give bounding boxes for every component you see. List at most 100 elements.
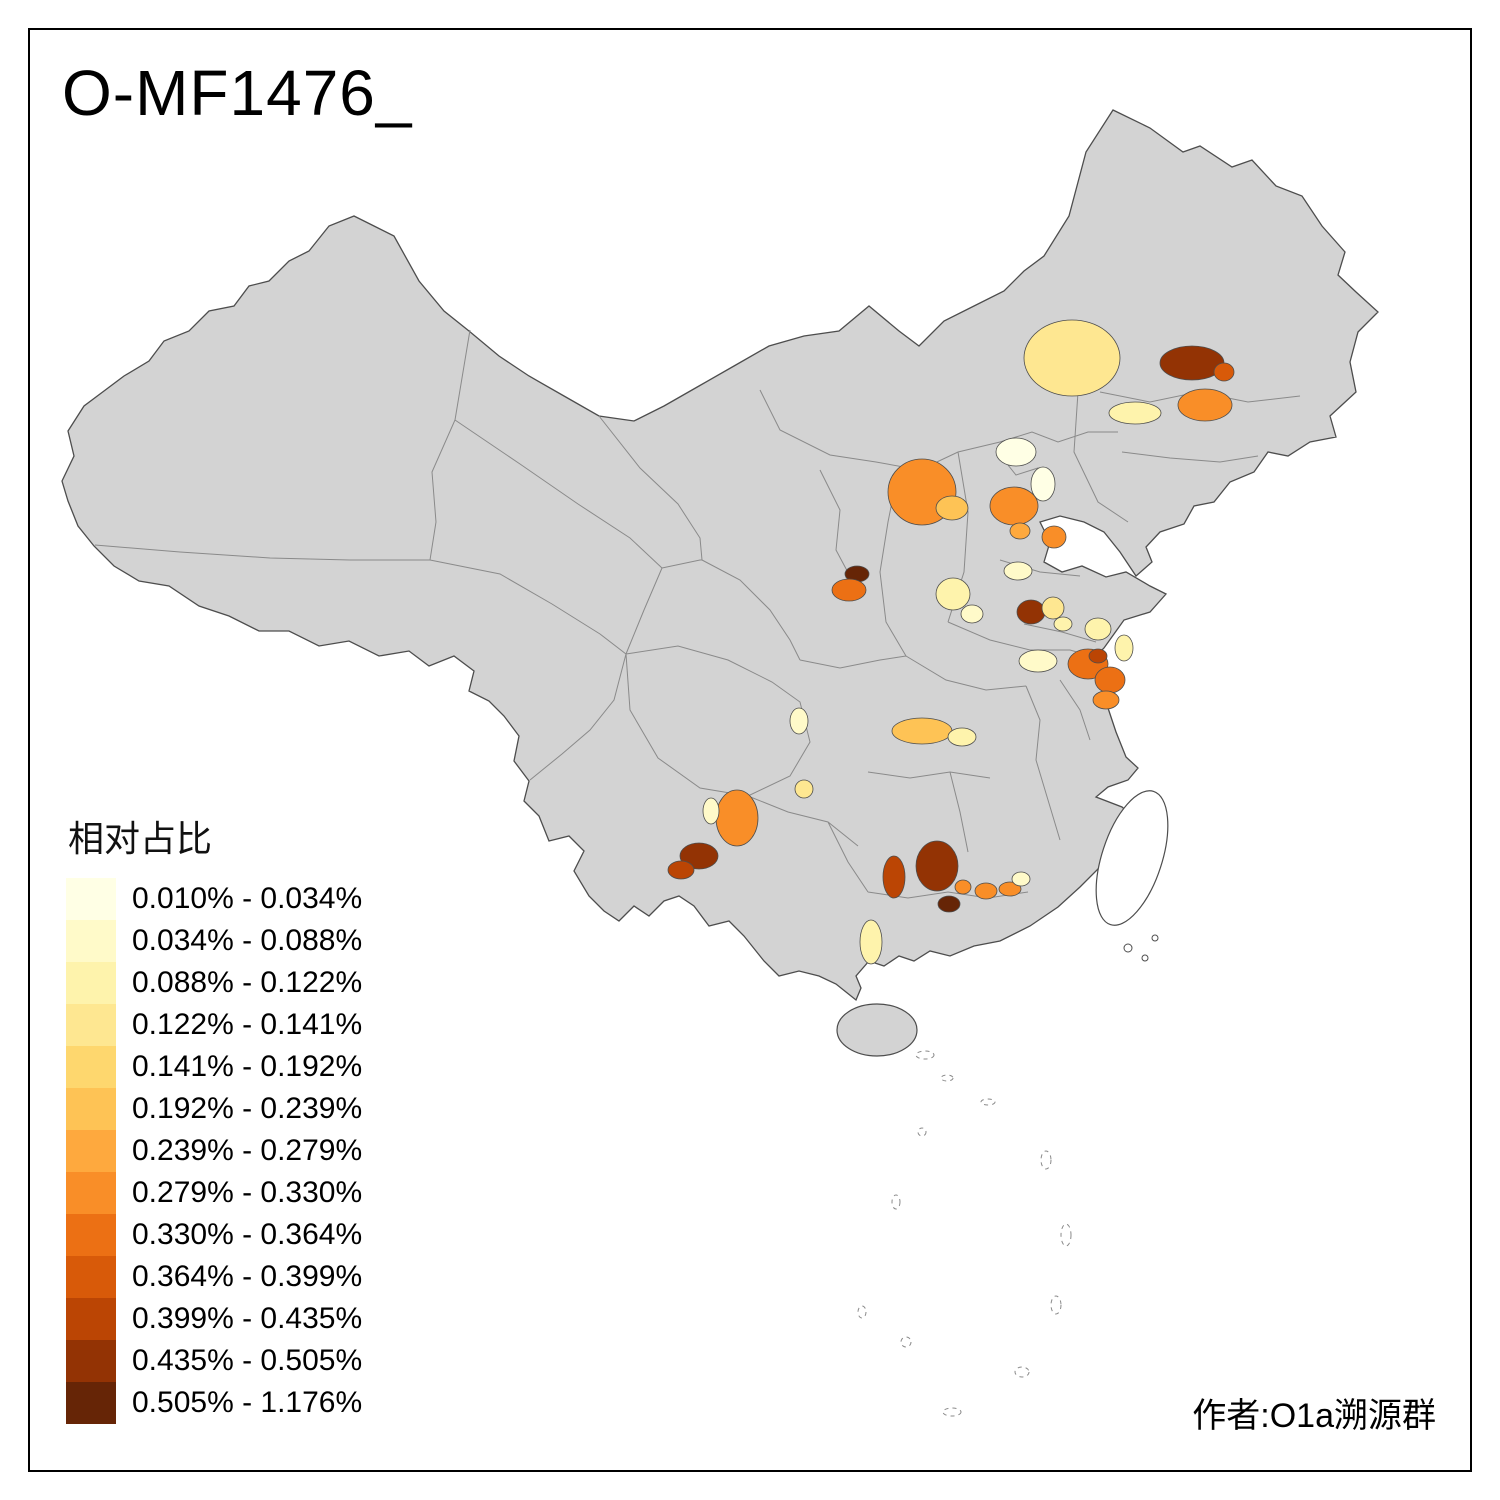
legend-label: 0.010% - 0.034% <box>132 882 363 915</box>
legend-label: 0.399% - 0.435% <box>132 1302 363 1335</box>
legend-row: 0.435% - 0.505% <box>66 1340 362 1382</box>
penghu-islet <box>1123 943 1133 953</box>
legend-label: 0.364% - 0.399% <box>132 1260 363 1293</box>
map-region <box>1213 362 1235 382</box>
sea-islet <box>940 1074 954 1082</box>
legend-label: 0.122% - 0.141% <box>132 1008 363 1041</box>
legend-rows: 0.010% - 0.034% 0.034% - 0.088% 0.088% - 0… <box>66 878 362 1424</box>
map-region <box>1041 596 1065 620</box>
legend-swatch <box>66 1004 116 1046</box>
legend-swatch <box>66 1340 116 1382</box>
map-region <box>974 882 998 900</box>
legend-label: 0.435% - 0.505% <box>132 1344 363 1377</box>
legend-swatch <box>66 1256 116 1298</box>
map-region <box>998 881 1022 897</box>
figure-title: O-MF1476_ <box>62 57 413 129</box>
legend-swatch <box>66 920 116 962</box>
sea-islet <box>942 1407 962 1417</box>
map-region <box>882 855 906 899</box>
map-region <box>1041 525 1067 549</box>
legend-swatch <box>66 1130 116 1172</box>
map-region <box>1088 648 1108 664</box>
map-region <box>1011 871 1031 887</box>
map-region <box>891 717 953 745</box>
map-region <box>1094 666 1126 694</box>
map-region <box>1177 388 1233 422</box>
legend-label: 0.330% - 0.364% <box>132 1218 363 1251</box>
map-region <box>1023 319 1121 397</box>
map-region <box>947 727 977 747</box>
legend-label: 0.505% - 1.176% <box>132 1386 363 1419</box>
map-region <box>1016 599 1046 625</box>
map-region <box>995 437 1037 467</box>
map-region <box>1018 649 1058 673</box>
legend-label: 0.034% - 0.088% <box>132 924 363 957</box>
legend-row: 0.505% - 1.176% <box>66 1382 362 1424</box>
legend-row: 0.279% - 0.330% <box>66 1172 362 1214</box>
sea-islet <box>1060 1223 1072 1247</box>
legend-row: 0.239% - 0.279% <box>66 1130 362 1172</box>
sea-islet <box>917 1127 927 1137</box>
legend: 相对占比 0.010% - 0.034% 0.034% - 0.088% 0.088… <box>66 810 362 1424</box>
sea-islet <box>891 1194 901 1210</box>
map-region <box>1009 522 1031 540</box>
taiwan-island <box>1095 790 1169 926</box>
map-region <box>1030 466 1056 502</box>
legend-row: 0.141% - 0.192% <box>66 1046 362 1088</box>
legend-row: 0.010% - 0.034% <box>66 878 362 920</box>
legend-row: 0.399% - 0.435% <box>66 1298 362 1340</box>
map-region <box>702 797 720 825</box>
map-region <box>915 840 959 892</box>
map-colored-regions <box>667 319 1235 965</box>
legend-swatch <box>66 878 116 920</box>
map-region <box>1084 617 1112 641</box>
legend-row: 0.192% - 0.239% <box>66 1088 362 1130</box>
sea-islet <box>900 1336 912 1348</box>
map-region <box>679 842 719 870</box>
legend-swatch <box>66 1088 116 1130</box>
legend-row: 0.122% - 0.141% <box>66 1004 362 1046</box>
map-region <box>1003 561 1033 581</box>
map-region <box>1114 634 1134 662</box>
legend-row: 0.364% - 0.399% <box>66 1256 362 1298</box>
small-islet <box>1151 934 1159 942</box>
legend-label: 0.279% - 0.330% <box>132 1176 363 1209</box>
legend-swatch <box>66 1172 116 1214</box>
map-region <box>937 895 961 913</box>
legend-label: 0.088% - 0.122% <box>132 966 363 999</box>
sea-islet <box>980 1098 996 1106</box>
sea-islet <box>1050 1295 1062 1315</box>
map-region <box>789 707 809 735</box>
map-region <box>960 604 984 624</box>
map-region <box>831 578 867 602</box>
hainan-island <box>836 1003 918 1057</box>
legend-row: 0.330% - 0.364% <box>66 1214 362 1256</box>
map-region <box>935 577 971 611</box>
south-china-sea-islands <box>857 1050 1072 1417</box>
legend-row: 0.088% - 0.122% <box>66 962 362 1004</box>
map-region <box>954 879 972 895</box>
legend-row: 0.034% - 0.088% <box>66 920 362 962</box>
legend-label: 0.192% - 0.239% <box>132 1092 363 1125</box>
map-region <box>1108 401 1162 425</box>
legend-swatch <box>66 962 116 1004</box>
map-region <box>794 779 814 799</box>
legend-label: 0.239% - 0.279% <box>132 1134 363 1167</box>
map-region <box>1053 616 1073 632</box>
legend-label: 0.141% - 0.192% <box>132 1050 363 1083</box>
legend-swatch <box>66 1298 116 1340</box>
legend-title: 相对占比 <box>68 818 213 859</box>
sea-islet <box>1040 1150 1052 1170</box>
map-region <box>1092 690 1120 710</box>
map-region <box>667 860 695 880</box>
province-borders <box>94 329 1301 899</box>
map-region <box>989 486 1039 526</box>
small-islet <box>1141 954 1149 962</box>
sea-islet <box>915 1050 935 1060</box>
author-credit: 作者:O1a溯源群 <box>1192 1397 1436 1435</box>
legend-swatch <box>66 1214 116 1256</box>
map-region <box>935 495 969 521</box>
legend-swatch <box>66 1046 116 1088</box>
